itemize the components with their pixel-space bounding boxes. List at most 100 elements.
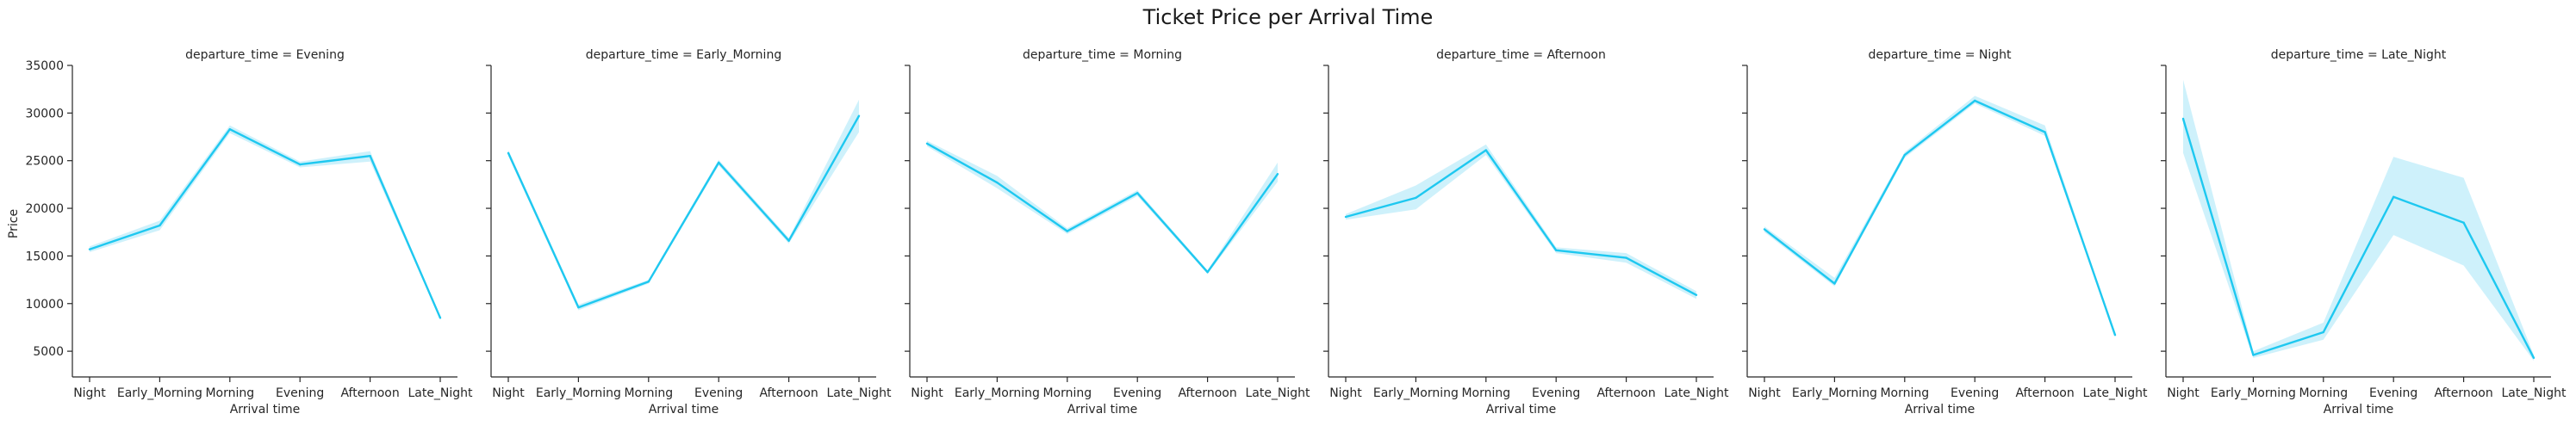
series-line xyxy=(1764,99,2117,336)
data-point xyxy=(2462,221,2465,224)
x-tick-label: Afternoon xyxy=(2015,386,2074,400)
data-point xyxy=(1276,173,1279,176)
x-tick-label: Evening xyxy=(694,386,743,400)
x-tick-label: Night xyxy=(1329,386,1362,400)
series-line xyxy=(2181,118,2536,359)
x-tick-label: Evening xyxy=(1532,386,1580,400)
x-tick-label: Early_Morning xyxy=(1373,386,1459,400)
panel-1: departure_time = Evening 5000 10000 15000 20… xyxy=(25,48,473,417)
data-point xyxy=(925,142,929,145)
series-line xyxy=(89,127,442,318)
x-tick-label: Morning xyxy=(1880,386,1929,400)
y-tick-label: 35000 xyxy=(25,59,64,73)
data-point xyxy=(1136,192,1139,194)
data-point xyxy=(2181,117,2185,120)
x-tick-label: Evening xyxy=(2369,386,2417,400)
x-tick-label: Night xyxy=(73,386,106,400)
x-tick-label: Afternoon xyxy=(340,386,399,400)
panel-title: departure_time = Late_Night xyxy=(2271,48,2447,62)
data-point xyxy=(647,281,650,283)
series-line xyxy=(1345,149,1697,296)
data-point xyxy=(1344,215,1347,219)
x-tick-label: Morning xyxy=(1461,386,1510,400)
panel-4: departure_time = Afternoon Night Early_Mor… xyxy=(1323,48,1729,417)
y-tick-label: 20000 xyxy=(25,202,64,216)
data-point xyxy=(787,239,790,242)
x-tick-label: Early_Morning xyxy=(536,386,621,400)
data-point xyxy=(228,127,231,131)
data-point xyxy=(299,163,302,166)
x-tick-label: Late_Night xyxy=(1245,386,1310,400)
x-tick-label: Early_Morning xyxy=(117,386,202,400)
y-tick-label: 10000 xyxy=(25,298,64,312)
y-tick-label: 30000 xyxy=(25,107,64,120)
confidence-band xyxy=(927,140,1278,275)
x-tick-label: Late_Night xyxy=(826,386,892,400)
data-point xyxy=(439,317,442,319)
confidence-band xyxy=(508,99,859,311)
x-axis-label: Arrival time xyxy=(2324,403,2394,417)
x-axis-label: Arrival time xyxy=(1067,403,1138,417)
y-tick-label: 15000 xyxy=(25,250,64,263)
x-tick-label: Evening xyxy=(1951,386,1999,400)
x-axis-label: Arrival time xyxy=(649,403,719,417)
data-point xyxy=(1484,149,1488,151)
x-axis-label: Arrival time xyxy=(1905,403,1976,417)
data-point xyxy=(369,154,371,157)
data-point xyxy=(507,151,510,155)
x-tick-label: Evening xyxy=(276,386,324,400)
x-tick-label: Early_Morning xyxy=(1792,386,1877,400)
x-tick-label: Afternoon xyxy=(759,386,818,400)
series-line xyxy=(507,115,861,309)
x-axis-label: Arrival time xyxy=(230,403,301,417)
y-axis-label: Price xyxy=(7,209,21,238)
y-tick-label: 25000 xyxy=(25,155,64,169)
data-point xyxy=(1903,153,1906,157)
y-tick-label: 5000 xyxy=(33,345,64,359)
data-point xyxy=(1695,293,1698,296)
data-point xyxy=(1974,99,1976,102)
x-tick-label: Early_Morning xyxy=(955,386,1040,400)
panel-3: departure_time = Morning Night Early_Morni… xyxy=(905,48,1310,417)
x-tick-label: Afternoon xyxy=(2434,386,2492,400)
x-tick-label: Early_Morning xyxy=(2211,386,2296,400)
data-point xyxy=(159,224,161,227)
panel-title: departure_time = Morning xyxy=(1023,48,1182,62)
confidence-band xyxy=(2183,79,2534,361)
x-tick-label: Morning xyxy=(624,386,673,400)
data-point xyxy=(857,114,861,117)
confidence-band xyxy=(1346,144,1696,299)
x-tick-label: Late_Night xyxy=(2501,386,2567,400)
data-point xyxy=(996,181,999,184)
panel-title: departure_time = Afternoon xyxy=(1436,48,1606,62)
x-tick-label: Night xyxy=(1748,386,1781,400)
series-line xyxy=(926,142,1279,274)
data-point xyxy=(2392,195,2395,198)
data-point xyxy=(1555,249,1558,251)
data-point xyxy=(1833,282,1836,285)
x-tick-label: Morning xyxy=(1042,386,1092,400)
x-tick-label: Morning xyxy=(2299,386,2348,400)
data-point xyxy=(577,306,580,309)
data-point xyxy=(88,248,91,250)
panel-6: departure_time = Late_Night Night Early_Mo… xyxy=(2161,48,2567,417)
panel-5: departure_time = Night Night Early_Morning… xyxy=(1742,48,2148,417)
data-point xyxy=(1066,230,1069,232)
panel-title: departure_time = Night xyxy=(1868,48,2012,62)
x-tick-label: Afternoon xyxy=(1178,386,1236,400)
data-point xyxy=(1763,228,1766,231)
data-point xyxy=(1415,196,1417,200)
confidence-band xyxy=(1764,96,2115,336)
x-tick-label: Morning xyxy=(205,386,254,400)
panels-group: departure_time = Evening 5000 10000 15000 20… xyxy=(25,48,2567,417)
x-tick-label: Late_Night xyxy=(1664,386,1729,400)
x-tick-label: Late_Night xyxy=(2082,386,2148,400)
data-point xyxy=(2113,334,2117,336)
confidence-band xyxy=(90,125,440,319)
x-tick-label: Evening xyxy=(1113,386,1161,400)
x-tick-label: Afternoon xyxy=(1596,386,1655,400)
data-point xyxy=(2252,354,2255,356)
x-tick-label: Late_Night xyxy=(408,386,473,400)
data-point xyxy=(1625,256,1627,259)
